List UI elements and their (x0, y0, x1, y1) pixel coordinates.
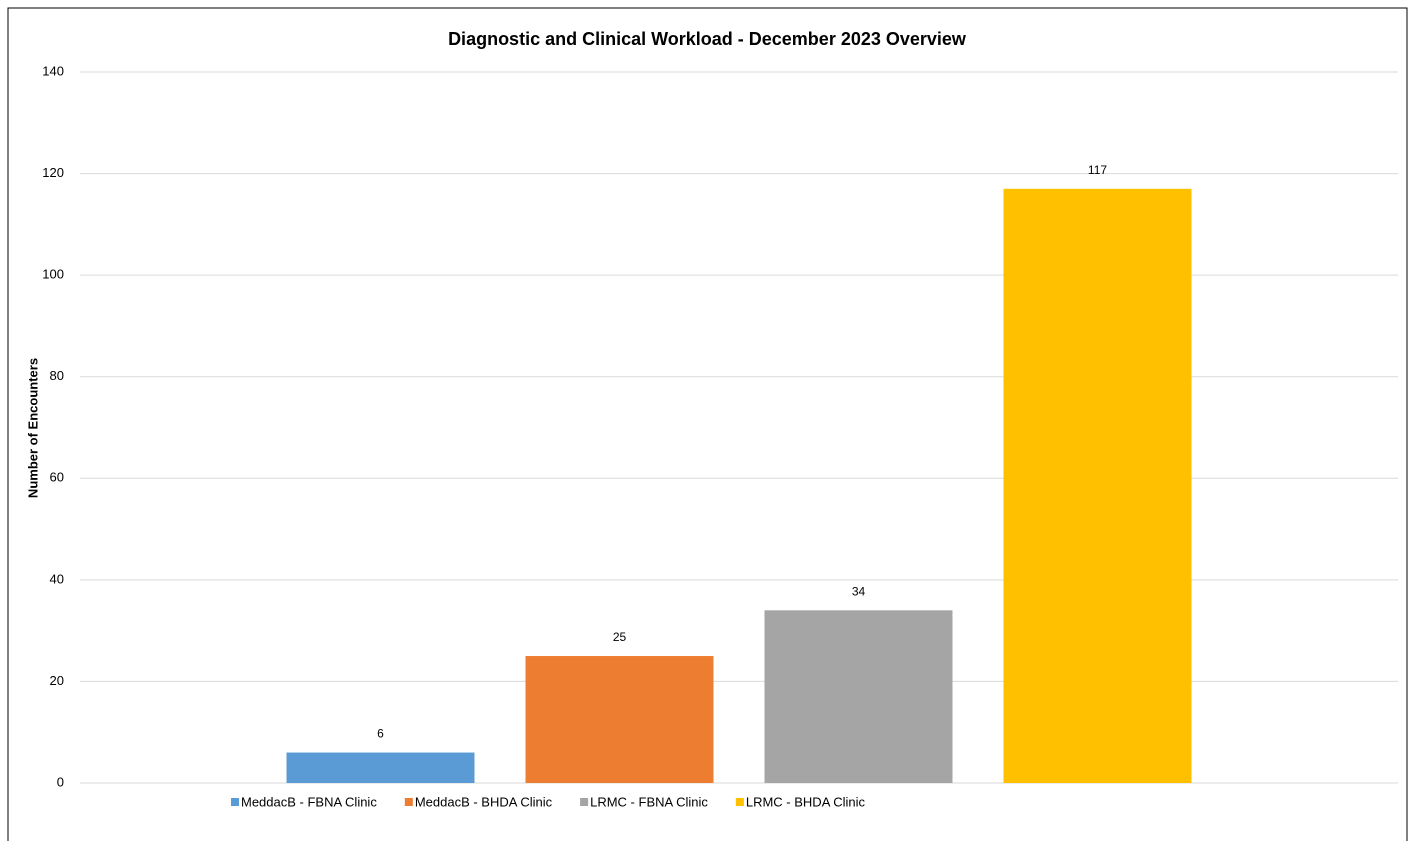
legend-swatch (231, 798, 239, 806)
legend-label: MeddacB - BHDA Clinic (415, 794, 553, 809)
legend-swatch (404, 798, 413, 806)
legend-swatch (735, 798, 744, 806)
y-tick-label: 120 (42, 165, 64, 180)
y-tick-label: 140 (42, 63, 64, 78)
bar (286, 752, 475, 783)
y-tick-label: 100 (42, 267, 64, 282)
legend-label: LRMC - FBNA Clinic (590, 794, 708, 809)
y-tick-label: 60 (50, 470, 64, 485)
y-tick-label: 20 (50, 673, 64, 688)
bar (1003, 188, 1192, 784)
bar (764, 610, 953, 783)
legend-label: MeddacB - FBNA Clinic (241, 794, 377, 809)
legend-label: LRMC - BHDA Clinic (746, 794, 866, 809)
y-axis-label: Number of Encounters (25, 358, 40, 498)
bar (525, 656, 714, 783)
data-label: 25 (613, 630, 627, 644)
data-label: 6 (377, 727, 384, 741)
legend-swatch (580, 798, 589, 806)
y-tick-label: 40 (50, 571, 64, 586)
chart-title: Diagnostic and Clinical Workload - Decem… (448, 29, 967, 49)
data-label: 117 (1088, 163, 1107, 177)
data-label: 34 (852, 585, 866, 599)
y-tick-label: 80 (50, 368, 64, 383)
y-tick-label: 0 (57, 774, 64, 789)
